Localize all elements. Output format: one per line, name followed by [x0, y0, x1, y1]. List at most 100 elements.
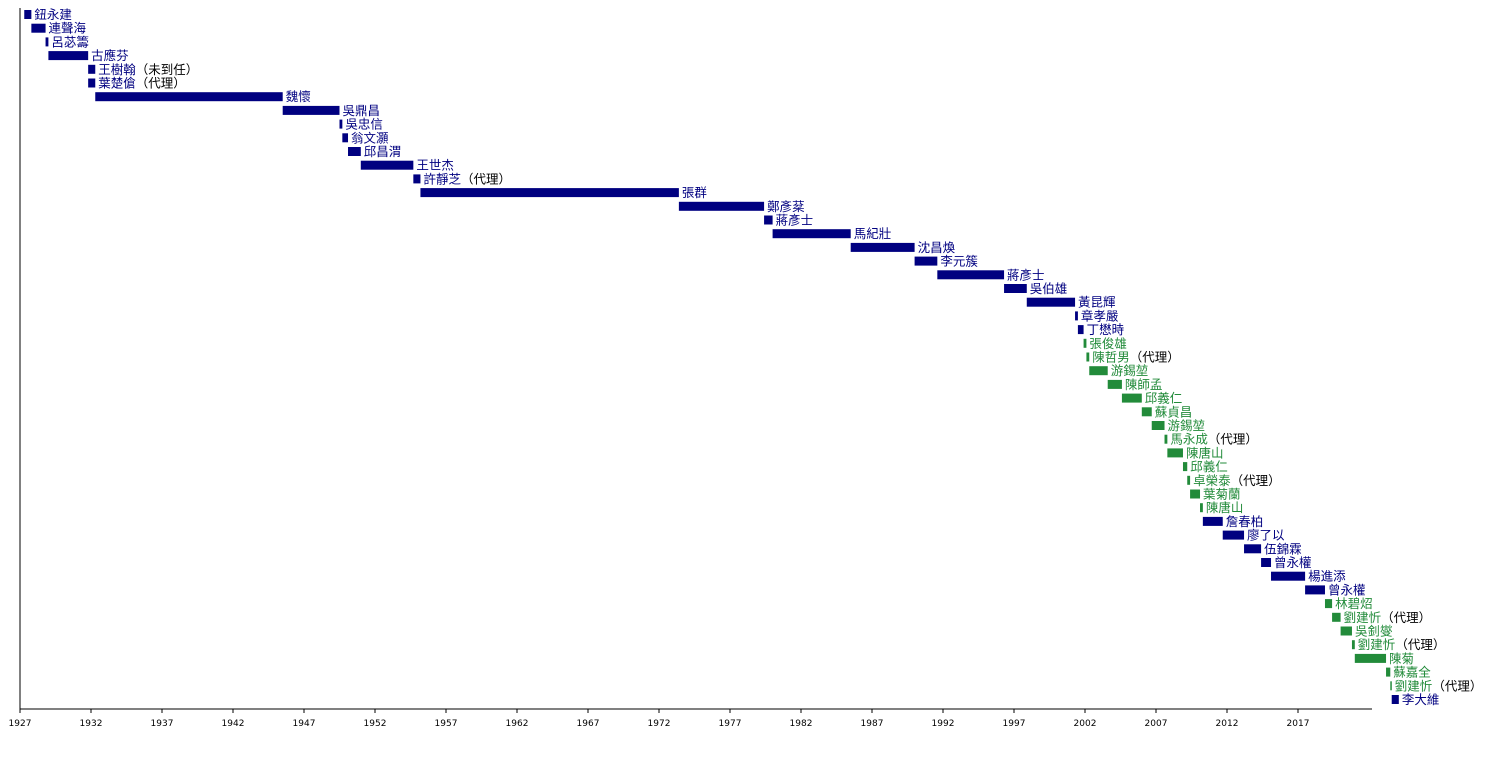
- officeholder-name: 鈕永建: [34, 7, 72, 22]
- term-label: 鄭彥棻: [767, 199, 805, 214]
- officeholder-name: 游錫堃: [1168, 418, 1206, 433]
- term-label: 葉菊蘭: [1203, 487, 1241, 502]
- term-label: 邱義仁: [1145, 391, 1183, 406]
- officeholder-name: 蔣彥士: [776, 213, 814, 228]
- term-bar: [342, 133, 349, 143]
- axes: 1927 1932 1937 1942 1947 1952 1957 1962 1967 1972…: [9, 8, 1372, 729]
- officeholder-name: 蔣彥士: [1007, 267, 1045, 282]
- term-note: （代理）: [1395, 637, 1445, 652]
- term-label: 黃昆輝: [1078, 295, 1116, 310]
- officeholder-name: 廖了以: [1247, 528, 1285, 543]
- term-bar: [1026, 297, 1076, 307]
- term-label: 章孝嚴: [1081, 308, 1119, 323]
- officeholder-name: 楊進添: [1308, 569, 1346, 584]
- term-label: 曾永權: [1328, 582, 1366, 597]
- officeholder-name: 陳哲男: [1092, 350, 1130, 365]
- term-bar: [764, 215, 773, 225]
- term-bar: [1351, 640, 1355, 650]
- term-label: 陳師孟: [1125, 377, 1163, 392]
- term-bar: [282, 105, 340, 115]
- term-bar: [88, 78, 96, 88]
- x-tick-label: 1942: [222, 719, 245, 729]
- officeholder-name: 李元簇: [940, 254, 978, 269]
- officeholder-name: 許靜芝: [423, 171, 461, 186]
- term-note: （代理）: [1208, 432, 1258, 447]
- officeholder-name: 李大維: [1402, 692, 1440, 707]
- term-bar: [1187, 475, 1191, 485]
- term-bar: [348, 147, 361, 156]
- term-label: 丁懋時: [1087, 322, 1125, 337]
- term-bar: [937, 270, 1005, 280]
- x-tick-label: 1967: [577, 719, 600, 729]
- term-label: 魏懷: [286, 89, 311, 104]
- term-bar: [24, 10, 32, 19]
- term-note: （代理）: [136, 76, 186, 91]
- x-tick-label: 1962: [506, 719, 529, 729]
- term-bar: [1390, 681, 1392, 691]
- term-label: 古應芬: [91, 48, 129, 63]
- x-tick-label: 1957: [435, 719, 458, 729]
- officeholder-name: 葉楚傖: [98, 76, 136, 91]
- x-tick-label: 1992: [932, 719, 955, 729]
- officeholder-name: 邱義仁: [1190, 459, 1228, 474]
- term-bar: [1244, 544, 1262, 554]
- term-bar: [1386, 667, 1391, 677]
- officeholder-name: 邱義仁: [1145, 391, 1183, 406]
- officeholder-name: 翁文灝: [351, 130, 389, 145]
- term-bar: [1141, 407, 1152, 417]
- officeholder-name: 馬永成: [1170, 432, 1208, 447]
- term-bar: [95, 92, 283, 102]
- term-bar: [31, 23, 46, 33]
- term-label: 蘇嘉全: [1393, 665, 1431, 680]
- officeholder-name: 章孝嚴: [1081, 308, 1119, 323]
- term-bar: [1164, 434, 1168, 444]
- term-label: 吳忠信: [345, 117, 383, 132]
- term-bar: [1004, 284, 1027, 293]
- term-label: 卓榮泰（代理）: [1193, 473, 1281, 488]
- officeholder-name: 劉建忻: [1344, 610, 1382, 625]
- officeholder-name: 吳鼎昌: [343, 103, 381, 118]
- term-label: 邱昌渭: [364, 144, 402, 159]
- labels: 鈕永建連聲海呂苾籌古應芬王樹翰（未到任）葉楚傖（代理）魏懷吳鼎昌吳忠信翁文灝邱昌…: [34, 7, 1482, 707]
- term-bar: [413, 174, 421, 184]
- x-tick-label: 2002: [1074, 719, 1097, 729]
- officeholder-name: 魏懷: [286, 89, 311, 104]
- term-label: 詹春柏: [1226, 514, 1264, 529]
- term-bar: [88, 64, 96, 74]
- officeholder-name: 馬紀壯: [854, 226, 892, 241]
- term-bar: [1190, 489, 1201, 499]
- term-bar: [1075, 311, 1078, 321]
- term-label: 王世杰: [416, 158, 454, 173]
- officeholder-name: 鄭彥棻: [767, 199, 805, 214]
- term-label: 陳唐山: [1206, 500, 1244, 515]
- officeholder-name: 王樹翰: [98, 62, 136, 77]
- officeholder-name: 張群: [682, 185, 708, 200]
- officeholder-name: 劉建忻: [1395, 678, 1433, 693]
- term-bar: [1332, 612, 1341, 622]
- term-label: 鈕永建: [34, 7, 72, 22]
- term-bar: [1305, 585, 1325, 595]
- term-label: 蘇貞昌: [1155, 404, 1193, 419]
- term-label: 張俊雄: [1089, 336, 1127, 351]
- term-label: 楊進添: [1308, 569, 1346, 584]
- term-label: 曾永權: [1274, 555, 1312, 570]
- term-label: 王樹翰（未到任）: [98, 62, 198, 77]
- officeholder-name: 陳師孟: [1125, 377, 1163, 392]
- term-bar: [772, 229, 851, 239]
- officeholder-name: 呂苾籌: [51, 34, 89, 49]
- term-bar: [420, 188, 679, 198]
- officeholder-name: 卓榮泰: [1193, 473, 1231, 488]
- x-tick-label: 1932: [80, 719, 103, 729]
- term-label: 陳唐山: [1186, 445, 1224, 460]
- term-label: 蔣彥士: [776, 213, 814, 228]
- officeholder-name: 丁懋時: [1087, 322, 1125, 337]
- officeholder-name: 連聲海: [49, 21, 87, 36]
- term-label: 翁文灝: [351, 130, 389, 145]
- term-bar: [1200, 503, 1203, 513]
- term-label: 林碧炤: [1335, 596, 1373, 611]
- officeholder-name: 古應芬: [91, 48, 129, 63]
- officeholder-name: 劉建忻: [1358, 637, 1396, 652]
- x-tick-label: 2007: [1145, 719, 1168, 729]
- term-label: 蔣彥士: [1007, 267, 1045, 282]
- term-label: 李元簇: [940, 254, 978, 269]
